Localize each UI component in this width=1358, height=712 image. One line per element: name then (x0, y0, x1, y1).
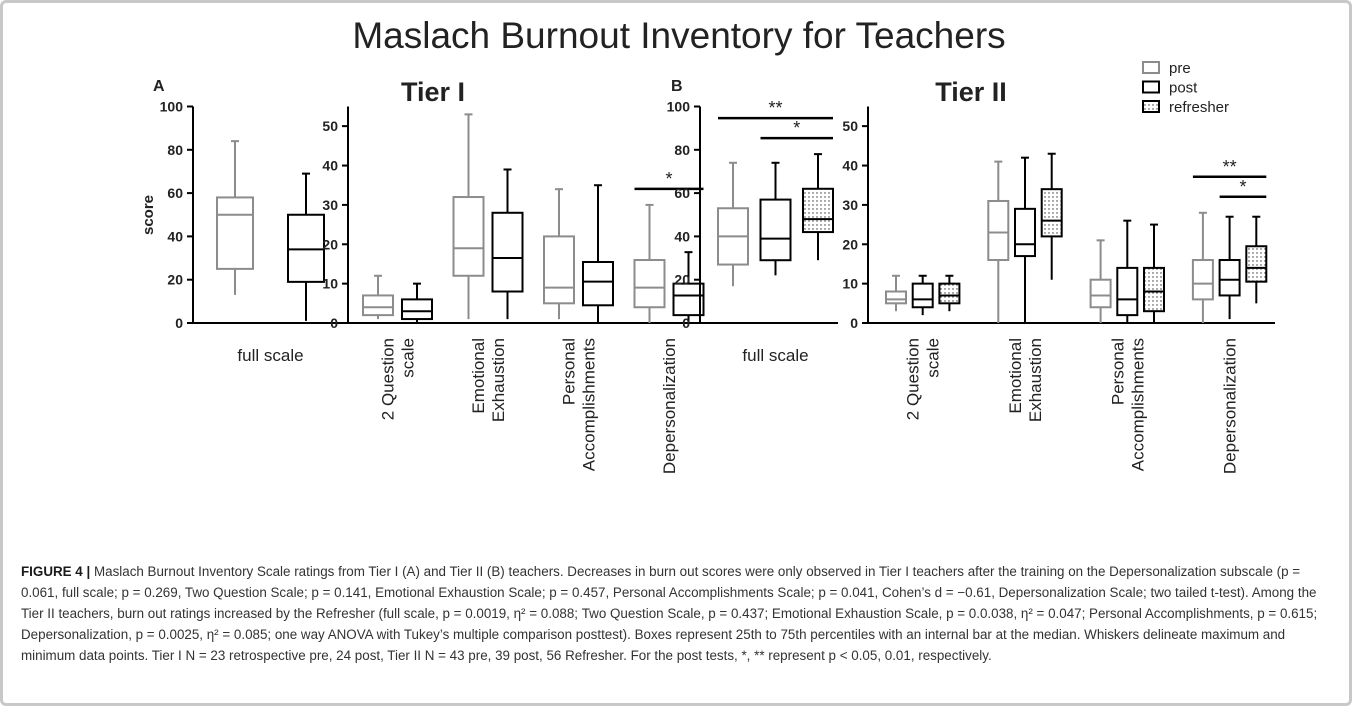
box (1089, 278, 1112, 309)
caption: FIGURE 4 | Maslach Burnout Inventory Sca… (21, 561, 1339, 666)
y-tick-label: 30 (842, 197, 858, 213)
y-tick-label: 20 (674, 272, 690, 288)
box (287, 213, 325, 283)
x-tick-label: Depersonalization (660, 338, 679, 474)
box (1014, 207, 1036, 258)
x-tick-label: 2 Question (904, 338, 923, 420)
box (543, 235, 575, 305)
legend-swatch (1142, 80, 1160, 94)
x-tick-label: full scale (742, 346, 808, 365)
x-tick-label: Depersonalization (1221, 338, 1240, 474)
y-tick-label: 20 (842, 236, 858, 252)
y-tick-label: 0 (175, 315, 183, 331)
x-tick-label: Emotional (1006, 338, 1025, 414)
y-tick-label: 60 (674, 185, 690, 201)
box (452, 196, 485, 277)
y-tick-label: 100 (667, 99, 691, 115)
chart: Maslach Burnout Inventory for Teachers 0… (140, 15, 1275, 474)
legend-label: post (1169, 80, 1198, 97)
x-tick-label: Accomplishments (580, 338, 599, 471)
y-tick-label: 80 (167, 142, 183, 158)
significance-label: * (665, 169, 672, 189)
box (1191, 259, 1214, 301)
box (1143, 266, 1165, 313)
y-tick-label: 40 (167, 228, 183, 244)
x-tick-label: full scale (237, 346, 303, 365)
chart-title: Tier II (935, 77, 1007, 107)
x-tick-label: Personal (1108, 338, 1127, 405)
x-tick-label: scale (399, 338, 418, 378)
caption-text: Maslach Burnout Inventory Scale ratings … (21, 564, 1318, 663)
y-tick-label: 30 (322, 197, 338, 213)
box (885, 290, 907, 305)
y-tick-label: 80 (674, 142, 690, 158)
y-tick-label: 10 (322, 276, 338, 292)
box (1245, 245, 1268, 283)
y-axis-label: score (140, 195, 157, 235)
panel-label: A (153, 78, 165, 95)
chart-title: Tier I (401, 77, 465, 107)
x-tick-label: Emotional (469, 338, 488, 414)
box (401, 298, 433, 321)
legend-swatch (1142, 100, 1160, 113)
box (362, 294, 394, 317)
box (911, 282, 934, 309)
x-tick-label: Personal (560, 338, 579, 405)
x-tick-label: Exhaustion (489, 338, 508, 422)
y-tick-label: 50 (322, 118, 338, 134)
y-tick-label: 0 (850, 315, 858, 331)
box (672, 282, 705, 317)
y-tick-label: 0 (330, 315, 338, 331)
box (216, 196, 254, 270)
y-tick-label: 100 (160, 99, 184, 115)
x-tick-label: scale (924, 338, 943, 378)
y-tick-label: 60 (167, 185, 183, 201)
y-tick-label: 40 (674, 228, 690, 244)
box (987, 199, 1010, 262)
box (938, 282, 961, 305)
box (633, 259, 666, 309)
legend-label: refresher (1169, 99, 1229, 116)
box (491, 211, 524, 293)
y-tick-label: 50 (842, 118, 858, 134)
box (1116, 266, 1139, 317)
box (1040, 188, 1063, 238)
significance-label: * (1239, 177, 1246, 197)
panel-label: B (671, 78, 683, 95)
figure-title: Maslach Burnout Inventory for Teachers (352, 15, 1005, 56)
caption-label: FIGURE 4 | (21, 564, 91, 579)
y-tick-label: 20 (322, 236, 338, 252)
x-tick-label: Accomplishments (1128, 338, 1147, 471)
x-tick-label: 2 Question (379, 338, 398, 420)
legend-label: pre (1169, 60, 1191, 77)
significance-label: ** (1223, 157, 1237, 177)
box (1218, 259, 1241, 297)
box (759, 198, 792, 262)
y-tick-label: 0 (682, 315, 690, 331)
y-tick-label: 40 (322, 158, 338, 174)
significance-label: ** (768, 98, 782, 118)
box (802, 187, 834, 234)
y-tick-label: 40 (842, 158, 858, 174)
y-tick-label: 10 (842, 276, 858, 292)
legend-swatch (1142, 61, 1160, 74)
y-tick-label: 20 (167, 272, 183, 288)
x-tick-label: Exhaustion (1026, 338, 1045, 422)
box (582, 260, 614, 307)
significance-label: * (793, 118, 800, 138)
